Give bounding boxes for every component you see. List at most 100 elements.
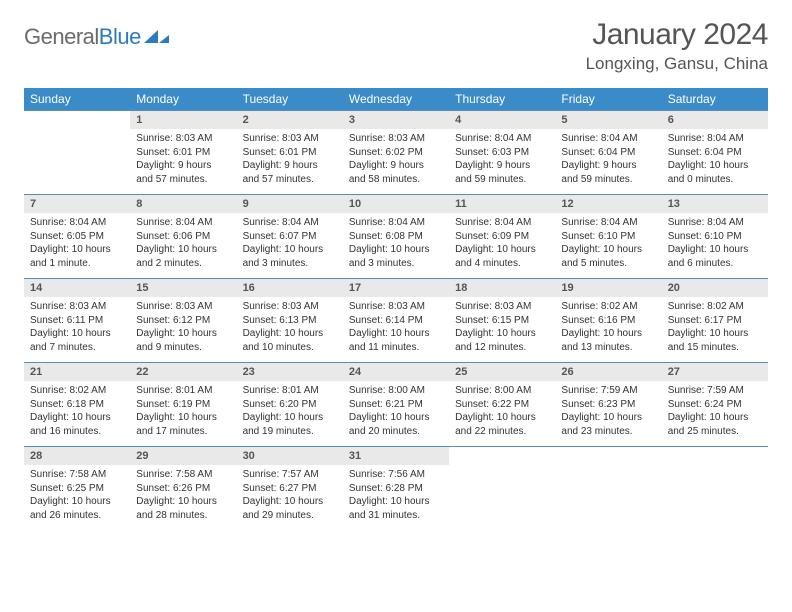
- day-number-cell: 18: [449, 279, 555, 298]
- day-info-cell: Sunrise: 8:03 AMSunset: 6:01 PMDaylight:…: [237, 129, 343, 195]
- day-info-cell: Sunrise: 8:03 AMSunset: 6:12 PMDaylight:…: [130, 297, 236, 363]
- daylight-text: Daylight: 10 hours and 12 minutes.: [455, 327, 549, 354]
- daylight-text: Daylight: 9 hours and 59 minutes.: [561, 159, 655, 186]
- daylight-text: Daylight: 9 hours and 57 minutes.: [136, 159, 230, 186]
- daylight-text: Daylight: 9 hours and 59 minutes.: [455, 159, 549, 186]
- daylight-text: Daylight: 10 hours and 20 minutes.: [349, 411, 443, 438]
- day-info-row: Sunrise: 8:04 AMSunset: 6:05 PMDaylight:…: [24, 213, 768, 279]
- title-block: January 2024 Longxing, Gansu, China: [586, 18, 768, 74]
- day-number-cell: 8: [130, 195, 236, 214]
- day-number-cell: [662, 447, 768, 466]
- day-number-cell: 17: [343, 279, 449, 298]
- sunrise-text: Sunrise: 8:04 AM: [136, 216, 230, 230]
- sunrise-text: Sunrise: 8:03 AM: [243, 132, 337, 146]
- day-info-cell: Sunrise: 8:03 AMSunset: 6:13 PMDaylight:…: [237, 297, 343, 363]
- day-info-cell: Sunrise: 7:56 AMSunset: 6:28 PMDaylight:…: [343, 465, 449, 530]
- day-info-cell: Sunrise: 8:04 AMSunset: 6:06 PMDaylight:…: [130, 213, 236, 279]
- sunrise-text: Sunrise: 8:03 AM: [30, 300, 124, 314]
- sunset-text: Sunset: 6:14 PM: [349, 314, 443, 328]
- day-info-cell: Sunrise: 8:04 AMSunset: 6:03 PMDaylight:…: [449, 129, 555, 195]
- logo: GeneralBlue: [24, 24, 170, 50]
- day-info-cell: Sunrise: 8:03 AMSunset: 6:02 PMDaylight:…: [343, 129, 449, 195]
- daynum-row: 78910111213: [24, 195, 768, 214]
- day-info-cell: Sunrise: 7:58 AMSunset: 6:26 PMDaylight:…: [130, 465, 236, 530]
- sunrise-text: Sunrise: 8:02 AM: [668, 300, 762, 314]
- day-number-cell: 26: [555, 363, 661, 382]
- sunrise-text: Sunrise: 8:03 AM: [349, 132, 443, 146]
- daylight-text: Daylight: 10 hours and 29 minutes.: [243, 495, 337, 522]
- sunrise-text: Sunrise: 8:04 AM: [243, 216, 337, 230]
- daylight-text: Daylight: 10 hours and 13 minutes.: [561, 327, 655, 354]
- daynum-row: 14151617181920: [24, 279, 768, 298]
- sunset-text: Sunset: 6:24 PM: [668, 398, 762, 412]
- daylight-text: Daylight: 10 hours and 0 minutes.: [668, 159, 762, 186]
- day-number-cell: 6: [662, 111, 768, 130]
- day-info-cell: Sunrise: 8:03 AMSunset: 6:01 PMDaylight:…: [130, 129, 236, 195]
- sunrise-text: Sunrise: 8:03 AM: [136, 132, 230, 146]
- day-info-cell: Sunrise: 8:01 AMSunset: 6:20 PMDaylight:…: [237, 381, 343, 447]
- day-info-cell: [662, 465, 768, 530]
- calendar-table: Sunday Monday Tuesday Wednesday Thursday…: [24, 88, 768, 530]
- sunset-text: Sunset: 6:22 PM: [455, 398, 549, 412]
- daylight-text: Daylight: 10 hours and 19 minutes.: [243, 411, 337, 438]
- day-number-cell: 23: [237, 363, 343, 382]
- day-number-cell: 5: [555, 111, 661, 130]
- sunrise-text: Sunrise: 8:04 AM: [668, 216, 762, 230]
- weekday-header: Friday: [555, 88, 661, 111]
- weekday-header: Tuesday: [237, 88, 343, 111]
- day-number-cell: 19: [555, 279, 661, 298]
- logo-mark-icon: [144, 25, 170, 50]
- day-info-cell: Sunrise: 7:57 AMSunset: 6:27 PMDaylight:…: [237, 465, 343, 530]
- sunrise-text: Sunrise: 8:03 AM: [455, 300, 549, 314]
- sunrise-text: Sunrise: 8:00 AM: [455, 384, 549, 398]
- sunrise-text: Sunrise: 8:02 AM: [561, 300, 655, 314]
- sunrise-text: Sunrise: 8:00 AM: [349, 384, 443, 398]
- sunrise-text: Sunrise: 8:04 AM: [561, 132, 655, 146]
- sunrise-text: Sunrise: 8:03 AM: [243, 300, 337, 314]
- weekday-header: Sunday: [24, 88, 130, 111]
- daynum-row: 28293031: [24, 447, 768, 466]
- day-number-cell: 12: [555, 195, 661, 214]
- header: GeneralBlue January 2024 Longxing, Gansu…: [24, 18, 768, 74]
- day-info-cell: [555, 465, 661, 530]
- sunrise-text: Sunrise: 8:01 AM: [136, 384, 230, 398]
- day-number-cell: 22: [130, 363, 236, 382]
- sunset-text: Sunset: 6:04 PM: [561, 146, 655, 160]
- sunset-text: Sunset: 6:19 PM: [136, 398, 230, 412]
- weekday-header-row: Sunday Monday Tuesday Wednesday Thursday…: [24, 88, 768, 111]
- day-number-cell: 11: [449, 195, 555, 214]
- sunset-text: Sunset: 6:11 PM: [30, 314, 124, 328]
- sunrise-text: Sunrise: 7:59 AM: [668, 384, 762, 398]
- day-info-cell: Sunrise: 8:04 AMSunset: 6:04 PMDaylight:…: [662, 129, 768, 195]
- sunset-text: Sunset: 6:25 PM: [30, 482, 124, 496]
- sunset-text: Sunset: 6:01 PM: [243, 146, 337, 160]
- day-number-cell: [555, 447, 661, 466]
- sunset-text: Sunset: 6:13 PM: [243, 314, 337, 328]
- sunrise-text: Sunrise: 8:04 AM: [455, 132, 549, 146]
- sunrise-text: Sunrise: 8:04 AM: [561, 216, 655, 230]
- sunrise-text: Sunrise: 7:58 AM: [30, 468, 124, 482]
- sunset-text: Sunset: 6:16 PM: [561, 314, 655, 328]
- daynum-row: 123456: [24, 111, 768, 130]
- sunset-text: Sunset: 6:27 PM: [243, 482, 337, 496]
- day-number-cell: 1: [130, 111, 236, 130]
- daylight-text: Daylight: 10 hours and 10 minutes.: [243, 327, 337, 354]
- daylight-text: Daylight: 10 hours and 22 minutes.: [455, 411, 549, 438]
- day-number-cell: 15: [130, 279, 236, 298]
- day-number-cell: 10: [343, 195, 449, 214]
- day-info-cell: [24, 129, 130, 195]
- day-number-cell: 21: [24, 363, 130, 382]
- sunset-text: Sunset: 6:26 PM: [136, 482, 230, 496]
- sunset-text: Sunset: 6:23 PM: [561, 398, 655, 412]
- sunset-text: Sunset: 6:07 PM: [243, 230, 337, 244]
- daylight-text: Daylight: 10 hours and 6 minutes.: [668, 243, 762, 270]
- day-number-cell: 16: [237, 279, 343, 298]
- day-number-cell: 13: [662, 195, 768, 214]
- daylight-text: Daylight: 10 hours and 28 minutes.: [136, 495, 230, 522]
- day-info-cell: Sunrise: 8:02 AMSunset: 6:16 PMDaylight:…: [555, 297, 661, 363]
- daylight-text: Daylight: 10 hours and 4 minutes.: [455, 243, 549, 270]
- daylight-text: Daylight: 10 hours and 3 minutes.: [243, 243, 337, 270]
- sunset-text: Sunset: 6:06 PM: [136, 230, 230, 244]
- day-number-cell: 2: [237, 111, 343, 130]
- sunrise-text: Sunrise: 8:03 AM: [136, 300, 230, 314]
